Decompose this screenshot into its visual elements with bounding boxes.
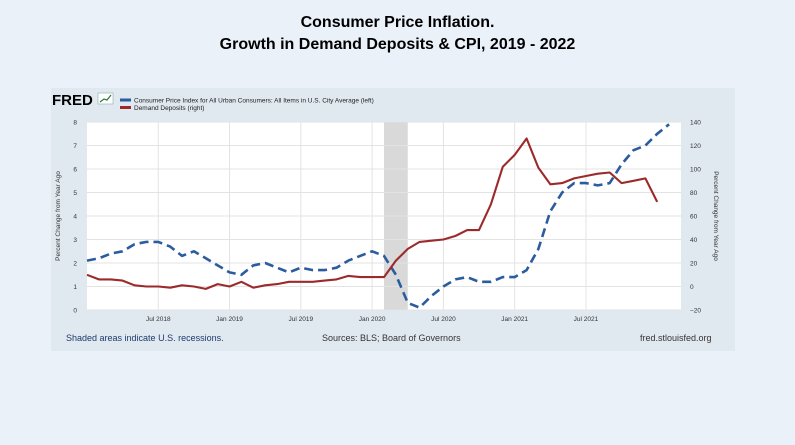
y-tick-right: −20 <box>690 308 701 315</box>
y-tick-left: 5 <box>73 190 77 197</box>
y-tick-right: 140 <box>690 120 701 127</box>
fred-logo-text: FRED <box>52 92 93 109</box>
y-tick-left: 7 <box>73 143 77 150</box>
y-tick-right: 20 <box>690 261 698 268</box>
x-tick-label: Jan 2020 <box>359 316 386 323</box>
x-tick-label: Jul 2021 <box>574 316 599 323</box>
y-tick-left: 4 <box>73 214 77 221</box>
y-tick-left: 0 <box>73 308 77 315</box>
y-tick-left: 6 <box>73 167 77 174</box>
legend-label-cpi: Consumer Price Index for All Urban Consu… <box>134 98 374 105</box>
x-tick-label: Jul 2019 <box>289 316 314 323</box>
y-tick-left: 2 <box>73 261 77 268</box>
deposits-series-line <box>86 137 659 290</box>
x-tick-label: Jul 2018 <box>146 316 171 323</box>
y-axis-label-left: Percent Change from Year Ago <box>55 171 62 261</box>
y-tick-right: 40 <box>690 237 698 244</box>
y-tick-right: 100 <box>690 167 701 174</box>
sources-note: Sources: BLS; Board of Governors <box>322 333 461 343</box>
y-tick-left: 1 <box>73 284 77 291</box>
y-axis-label-right: Percent Change from Year Ago <box>712 171 719 261</box>
legend: Consumer Price Index for All Urban Consu… <box>120 98 374 112</box>
chart-title-line2: Growth in Demand Deposits & CPI, 2019 - … <box>219 36 576 53</box>
y-tick-right: 60 <box>690 214 698 221</box>
y-tick-right: 120 <box>690 143 701 150</box>
legend-label-deposits: Demand Deposits (right) <box>134 105 204 112</box>
y-tick-left: 8 <box>73 120 77 127</box>
x-tick-label: Jan 2021 <box>501 316 528 323</box>
x-tick-label: Jan 2019 <box>216 316 243 323</box>
chart-title-line1: Consumer Price Inflation. <box>300 14 495 31</box>
y-tick-right: 0 <box>690 284 694 291</box>
y-tick-left: 3 <box>73 237 77 244</box>
site-link[interactable]: fred.stlouisfed.org <box>640 333 712 343</box>
cpi-series-line <box>86 123 670 309</box>
recession-note: Shaded areas indicate U.S. recessions. <box>66 333 224 343</box>
x-tick-label: Jul 2020 <box>431 316 456 323</box>
fred-logo-icon <box>97 92 114 105</box>
y-tick-right: 80 <box>690 190 698 197</box>
